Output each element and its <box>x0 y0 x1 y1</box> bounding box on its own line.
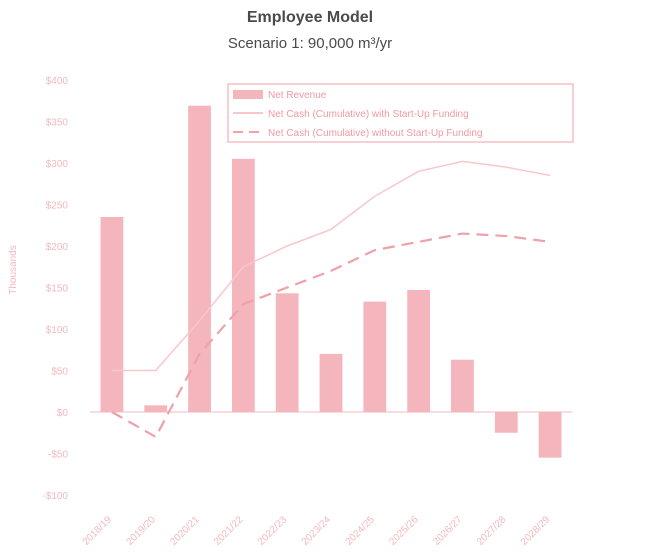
bar-series <box>100 105 562 458</box>
y-tick-label: $150 <box>46 284 69 295</box>
bar-2028/29 <box>538 412 562 458</box>
legend-swatch-net-revenue <box>233 90 263 99</box>
y-tick-label: $50 <box>51 367 68 378</box>
x-tick-label: 2027/28 <box>475 514 509 548</box>
x-tick-label: 2024/25 <box>344 514 378 548</box>
y-tick-label: $200 <box>46 242 69 253</box>
y-axis-ticks: -$100 -$50 $0 $50 $100 $150 $200 $250 $300 $350 $4… <box>42 76 68 502</box>
bar-2027/28 <box>494 412 518 433</box>
chart-title: Employee Model <box>247 9 373 26</box>
bar-2019/20 <box>144 405 168 412</box>
y-tick-label: -$100 <box>42 491 68 502</box>
chart-subtitle: Scenario 1: 90,000 m³/yr <box>228 35 392 52</box>
legend: Net Revenue Net Cash (Cumulative) with S… <box>227 83 574 143</box>
x-tick-label: 2028/29 <box>519 514 553 548</box>
y-tick-label: -$50 <box>48 450 68 461</box>
line-without-startup-funding <box>111 232 551 439</box>
y-tick-label: $400 <box>46 76 69 87</box>
x-tick-label: 2025/26 <box>387 514 421 548</box>
x-tick-label: 2022/23 <box>256 514 290 548</box>
line-with-startup-funding <box>111 160 551 372</box>
legend-label-without-funding: Net Cash (Cumulative) without Start-Up F… <box>268 128 483 139</box>
x-tick-label: 2023/24 <box>300 514 334 548</box>
x-tick-label: 2021/22 <box>212 514 246 548</box>
bar-2018/19 <box>100 216 124 412</box>
x-tick-label: 2026/27 <box>431 514 465 548</box>
bar-2021/22 <box>231 158 255 412</box>
y-axis-label: Thousands <box>8 245 19 294</box>
legend-label-net-revenue: Net Revenue <box>268 90 327 101</box>
x-axis-ticks: 2018/19 2019/20 2020/21 2021/22 2022/23 2023/… <box>81 514 553 548</box>
bar-2020/21 <box>188 105 211 412</box>
x-tick-label: 2018/19 <box>81 514 115 548</box>
line-series <box>111 160 551 439</box>
legend-box <box>227 83 574 143</box>
bar-2022/23 <box>275 293 299 412</box>
y-tick-label: $300 <box>46 159 69 170</box>
bar-2026/27 <box>451 359 474 412</box>
bar-2023/24 <box>319 353 343 412</box>
bar-2024/25 <box>363 301 387 412</box>
bar-2025/26 <box>407 289 431 412</box>
y-tick-label: $350 <box>46 118 69 129</box>
y-tick-label: $100 <box>46 325 69 336</box>
x-tick-label: 2020/21 <box>168 514 202 548</box>
legend-label-with-funding: Net Cash (Cumulative) with Start-Up Fund… <box>268 109 469 120</box>
x-tick-label: 2019/20 <box>125 514 159 548</box>
y-tick-label: $250 <box>46 201 69 212</box>
y-tick-label: $0 <box>57 408 69 419</box>
